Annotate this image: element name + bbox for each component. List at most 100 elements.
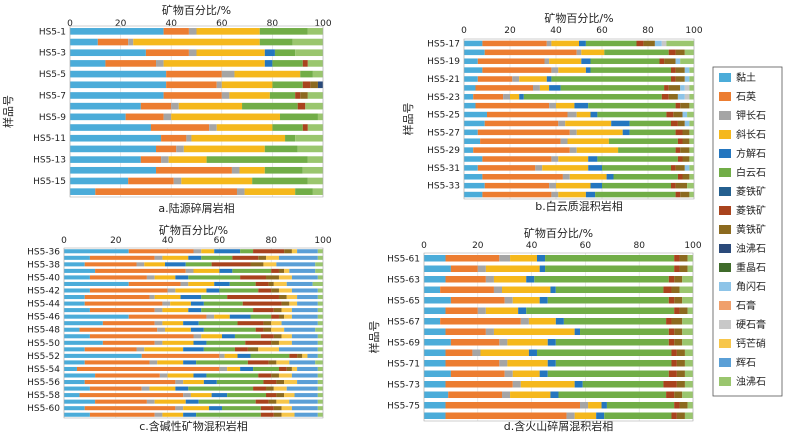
x-tick-label: 0 — [461, 26, 467, 36]
bar-segment-石英 — [89, 386, 142, 391]
bar-segment-角闪石 — [675, 58, 681, 64]
bar-segment-角闪石 — [682, 111, 688, 118]
bar-segment-黏土 — [464, 111, 487, 118]
bar-segment-黏土 — [464, 129, 478, 136]
bar-segment-石英 — [473, 94, 504, 100]
bar-segment-钾长石 — [504, 370, 513, 378]
x-axis-label: 矿物百分比/% — [544, 11, 613, 25]
bar-segment-钾长石 — [576, 49, 582, 56]
bar-segment-辉石 — [297, 249, 318, 254]
bar-segment-浊沸石 — [687, 111, 694, 118]
bar-segment-石英 — [448, 391, 503, 399]
bar-segment-白云石 — [534, 275, 669, 283]
x-tick-label: 100 — [314, 19, 331, 29]
bar-segment-白云石 — [274, 49, 296, 57]
bar-segment-斜长石 — [493, 328, 575, 336]
bar-segment-菱铁矿 — [258, 373, 272, 378]
y-axis-label: 样品号 — [401, 103, 415, 136]
bar-segment-菱铁矿 — [302, 60, 308, 67]
bar-segment-辉石 — [291, 314, 318, 319]
bar-segment-辉石 — [291, 334, 318, 339]
x-tick-label: 80 — [642, 26, 654, 36]
bar-segment-浊沸石 — [689, 147, 694, 153]
bar-segment-浊沸石 — [312, 70, 323, 78]
bar-segment-浊沸石 — [666, 40, 694, 47]
bar-segment-方解石 — [539, 370, 548, 378]
bar-segment-白云石 — [604, 49, 669, 56]
bar-segment-钾长石 — [159, 373, 168, 378]
bar-segment-黏土 — [424, 328, 446, 336]
bar-segment-斜长石 — [512, 370, 540, 378]
bar-segment-黏土 — [464, 67, 483, 73]
bar-segment-黄铁矿 — [679, 265, 688, 273]
legend-label: 浊沸石 — [736, 375, 766, 388]
legend-label: 重晶石 — [736, 261, 766, 274]
bar-segment-黄铁矿 — [643, 40, 655, 47]
bar-segment-石英 — [128, 281, 181, 286]
legend-swatch — [719, 73, 731, 82]
bar-segment-黏土 — [70, 102, 141, 110]
bar-segment-黏土 — [424, 338, 451, 346]
bar-segment-钾长石 — [185, 268, 194, 273]
plot-frame — [463, 38, 695, 200]
legend-label: 钾长石 — [736, 109, 766, 122]
bar-segment-钾长石 — [173, 177, 182, 185]
bar-segment-浊沸石 — [684, 49, 694, 56]
bar-segment-浊沸石 — [682, 328, 693, 336]
bar-segment-白云石 — [227, 393, 267, 398]
bar-segment-黏土 — [424, 370, 451, 378]
x-tick-label: 60 — [216, 19, 228, 29]
bar-segment-辉石 — [297, 301, 318, 306]
bar-segment-辉石 — [286, 386, 318, 391]
bar-segment-黄铁矿 — [679, 401, 688, 409]
bar-segment-石英 — [487, 111, 568, 118]
bar-segment-石英 — [445, 401, 581, 409]
bar-segment-浊沸石 — [689, 76, 694, 82]
bar-segment-黏土 — [64, 347, 85, 352]
bar-segment-浊沸石 — [684, 349, 693, 357]
bar-segment-石英 — [105, 60, 157, 67]
bar-segment-菱铁矿 — [677, 156, 683, 162]
bar-segment-斜长石 — [133, 38, 260, 46]
bar-segment-黄铁矿 — [281, 301, 290, 306]
bar-segment-菱铁矿 — [260, 412, 274, 417]
bar-segment-浊沸石 — [307, 92, 323, 99]
bar-segment-黄铁矿 — [297, 353, 303, 358]
bar-segment-菱铁矿 — [671, 182, 676, 189]
bar-segment-浊沸石 — [317, 347, 323, 352]
bar-segment-黏土 — [464, 156, 483, 162]
bar-segment-菱铁矿 — [674, 265, 680, 273]
bar-segment-菱铁矿 — [247, 360, 269, 365]
bar-segment-白云石 — [555, 286, 664, 294]
bar-segment-黏土 — [64, 308, 90, 313]
bar-segment-斜长石 — [227, 366, 241, 371]
bar-segment-石英 — [150, 124, 210, 131]
bar-segment-黏土 — [70, 145, 157, 153]
bar-segment-斜长石 — [196, 28, 260, 35]
bar-segment-石英 — [128, 249, 194, 254]
bar-segment-菱铁矿 — [260, 406, 274, 411]
bar-segment-钙芒硝 — [271, 321, 282, 326]
bar-segment-钙芒硝 — [263, 262, 277, 267]
bar-segment-黏土 — [70, 124, 151, 131]
bar-segment-浊沸石 — [680, 58, 694, 64]
bar-segment-辉石 — [286, 281, 313, 286]
y-tick-label: HS5-56 — [27, 378, 60, 388]
bar-segment-石英 — [84, 406, 176, 411]
bar-segment-黏土 — [424, 317, 441, 325]
y-axis-label: 样品号 — [1, 95, 15, 128]
bar-segment-黄铁矿 — [676, 380, 685, 388]
bar-segment-白云石 — [555, 338, 669, 346]
bar-segment-白云石 — [242, 102, 298, 110]
bar-segment-方解石 — [539, 296, 548, 304]
bar-segment-黄铁矿 — [675, 182, 688, 189]
bar-segment-石英 — [445, 307, 478, 315]
bar-segment-浊沸石 — [689, 67, 694, 73]
bar-segment-斜长石 — [181, 177, 253, 185]
y-tick-label: HS5-69 — [387, 338, 420, 348]
bar-segment-黏土 — [70, 156, 141, 163]
bar-segment-石英 — [161, 134, 187, 142]
bar-segment-方解石 — [264, 60, 273, 67]
legend-swatch — [719, 339, 731, 348]
bar-segment-斜长石 — [165, 327, 191, 332]
